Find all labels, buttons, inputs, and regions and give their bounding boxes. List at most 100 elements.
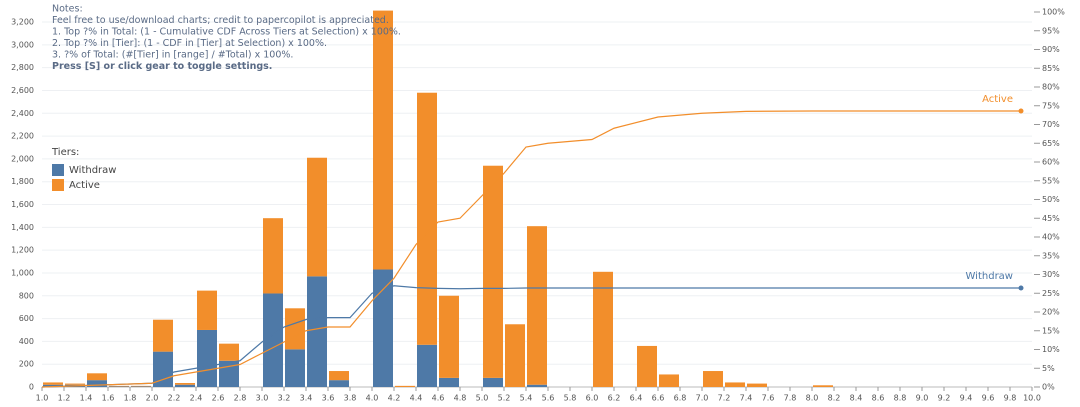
bar <box>131 386 151 387</box>
bar <box>329 371 349 381</box>
y2-tick-label: 80% <box>1042 83 1060 92</box>
y-tick-label: 1,200 <box>11 246 34 255</box>
y-tick-label: 1,400 <box>11 223 34 232</box>
x-tick-label: 1.2 <box>58 394 71 403</box>
y2-tick-label: 10% <box>1042 345 1060 354</box>
y-tick-label: 3,000 <box>11 40 34 49</box>
cdf-line <box>41 110 1021 388</box>
bar <box>153 319 173 352</box>
bar <box>417 344 437 387</box>
x-tick-label: 8.6 <box>872 394 885 403</box>
bar <box>43 384 63 387</box>
y2-tick-label: 60% <box>1042 158 1060 167</box>
y2-tick-label: 65% <box>1042 139 1060 148</box>
x-tick-label: 3.4 <box>300 394 313 403</box>
x-tick-label: 3.8 <box>344 394 357 403</box>
bar <box>483 377 503 387</box>
legend-swatch <box>52 179 64 191</box>
x-tick-label: 9.2 <box>938 394 951 403</box>
x-tick-label: 4.6 <box>432 394 445 403</box>
x-tick-label: 8.4 <box>850 394 863 403</box>
x-tick-label: 7.6 <box>762 394 775 403</box>
y2-tick-label: 70% <box>1042 120 1060 129</box>
bar <box>505 324 525 387</box>
bar <box>285 308 305 350</box>
x-tick-label: 6.2 <box>608 394 621 403</box>
x-tick-label: 3.2 <box>278 394 291 403</box>
y2-tick-label: 75% <box>1042 101 1060 110</box>
y2-tick-label: 40% <box>1042 233 1060 242</box>
x-tick-label: 4.8 <box>454 394 467 403</box>
bar <box>373 10 393 270</box>
y-tick-label: 0 <box>29 383 34 392</box>
line-label: Withdraw <box>966 271 1013 282</box>
x-tick-label: 5.2 <box>498 394 511 403</box>
x-tick-label: 9.6 <box>982 394 995 403</box>
x-tick-label: 8.8 <box>894 394 907 403</box>
note: Notes: <box>52 4 83 15</box>
bar <box>813 385 833 387</box>
y2-tick-label: 90% <box>1042 45 1060 54</box>
y2-tick-label: 85% <box>1042 64 1060 73</box>
cdf-end <box>1018 108 1024 114</box>
x-tick-label: 5.0 <box>476 394 489 403</box>
y2-tick-label: 0% <box>1042 383 1055 392</box>
bar <box>131 385 151 387</box>
x-tick-label: 9.8 <box>1004 394 1017 403</box>
x-tick-label: 5.6 <box>542 394 555 403</box>
y2-tick-label: 15% <box>1042 326 1060 335</box>
y-tick-label: 1,600 <box>11 200 34 209</box>
y2-tick-label: 30% <box>1042 270 1060 279</box>
x-tick-label: 5.4 <box>520 394 533 403</box>
y2-tick-label: 100% <box>1042 8 1065 17</box>
y-tick-label: 2,600 <box>11 86 34 95</box>
x-tick-label: 9.4 <box>960 394 973 403</box>
legend-label: Withdraw <box>69 165 116 176</box>
bar <box>197 329 217 387</box>
bar <box>65 383 85 385</box>
y-tick-label: 200 <box>19 360 34 369</box>
y-tick-label: 2,400 <box>11 109 34 118</box>
bar <box>527 384 547 387</box>
bar <box>483 165 503 378</box>
y-tick-label: 1,800 <box>11 177 34 186</box>
x-tick-label: 9.0 <box>916 394 929 403</box>
x-tick-label: 1.6 <box>102 394 115 403</box>
x-tick-label: 2.4 <box>190 394 203 403</box>
x-tick-label: 4.0 <box>366 394 379 403</box>
bar <box>263 293 283 387</box>
bar <box>109 386 129 387</box>
x-tick-label: 6.8 <box>674 394 687 403</box>
x-tick-label: 1.8 <box>124 394 137 403</box>
x-tick-label: 8.2 <box>828 394 841 403</box>
cdf-line <box>41 285 1021 388</box>
x-tick-label: 2.0 <box>146 394 159 403</box>
x-tick-label: 7.0 <box>696 394 709 403</box>
x-tick-label: 2.8 <box>234 394 247 403</box>
bar <box>175 383 195 385</box>
y2-tick-label: 20% <box>1042 308 1060 317</box>
y2-tick-label: 50% <box>1042 195 1060 204</box>
note: 1. Top ?% in Total: (1 - Cumulative CDF … <box>52 27 401 38</box>
y2-tick-label: 5% <box>1042 364 1055 373</box>
x-tick-label: 2.6 <box>212 394 225 403</box>
bar <box>439 377 459 387</box>
y2-tick-label: 35% <box>1042 251 1060 260</box>
bar <box>219 343 239 361</box>
bar <box>373 269 393 387</box>
note: 3. ?% of Total: (#[Tier] in [range] / #T… <box>52 50 293 61</box>
bar <box>417 92 437 345</box>
bar <box>439 295 459 378</box>
bar <box>285 349 305 387</box>
x-tick-label: 1.4 <box>80 394 93 403</box>
cdf-end <box>1018 285 1024 291</box>
bar <box>43 382 63 385</box>
bar <box>87 373 107 381</box>
note: Feel free to use/download charts; credit… <box>52 15 389 26</box>
line-label: Active <box>982 94 1013 105</box>
bar <box>329 380 349 387</box>
bar <box>307 276 327 387</box>
note: 2. Top ?% in [Tier]: (1 - CDF in [Tier] … <box>52 38 327 49</box>
y-tick-label: 600 <box>19 314 34 323</box>
